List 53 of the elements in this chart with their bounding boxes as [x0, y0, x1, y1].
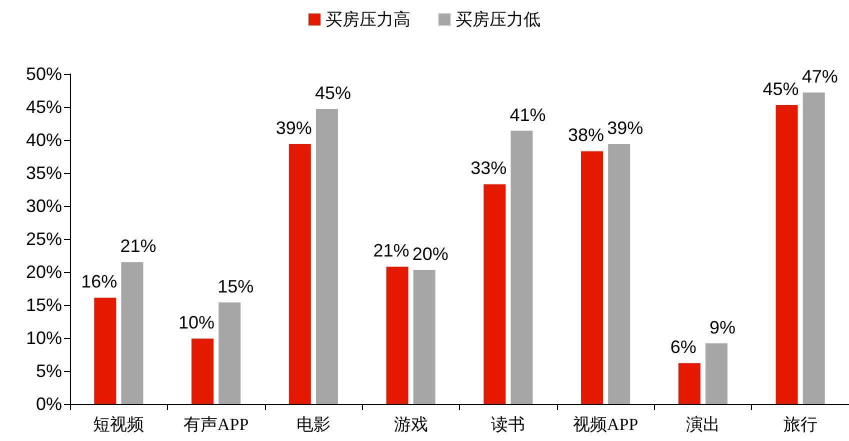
y-tick-label: 40% [26, 130, 62, 150]
data-label: 21% [373, 240, 410, 261]
data-label: 6% [670, 337, 696, 358]
y-tick-label: 25% [26, 229, 62, 249]
bar [678, 363, 700, 404]
bar [413, 270, 436, 404]
legend-label: 买房压力高 [326, 10, 410, 29]
data-label: 20% [412, 244, 448, 264]
bar [776, 105, 798, 404]
data-label: 21% [120, 236, 156, 256]
x-tick-label: 演出 [686, 415, 720, 434]
data-label: 47% [802, 66, 838, 86]
x-tick-label: 视频APP [572, 415, 638, 434]
legend-label: 买房压力低 [456, 10, 540, 29]
data-label: 39% [607, 118, 644, 138]
y-tick-label: 45% [26, 97, 62, 117]
bar [802, 92, 825, 404]
bar [510, 130, 533, 404]
x-tick-label: 有声APP [183, 415, 249, 434]
x-tick-label: 读书 [491, 415, 526, 434]
data-label: 15% [218, 276, 254, 296]
data-label: 45% [314, 82, 351, 103]
bar [705, 343, 728, 404]
data-label: 38% [568, 125, 604, 146]
bar [218, 302, 241, 404]
x-tick-label: 游戏 [394, 415, 428, 434]
data-label: 41% [510, 104, 546, 125]
bar [121, 262, 144, 404]
x-tick-label: 旅行 [783, 415, 818, 434]
data-label: 39% [276, 118, 312, 138]
bar [581, 151, 604, 404]
bar [192, 338, 214, 404]
data-label: 9% [709, 317, 736, 338]
y-tick-label: 15% [26, 295, 62, 315]
bar [484, 184, 506, 404]
x-tick-label: 短视频 [93, 415, 144, 434]
bar [386, 266, 408, 404]
bar [316, 108, 338, 404]
y-tick-label: 35% [26, 163, 62, 183]
bar [288, 144, 311, 404]
bar [94, 298, 116, 404]
bar [608, 144, 630, 404]
y-tick-label: 50% [26, 64, 62, 84]
y-tick-label: 5% [36, 361, 62, 381]
data-label: 33% [470, 158, 507, 178]
y-tick-label: 20% [26, 262, 62, 282]
y-tick-label: 10% [26, 328, 62, 348]
x-tick-label: 电影 [296, 415, 330, 434]
data-label: 10% [178, 312, 215, 333]
data-label: 45% [762, 79, 799, 100]
y-tick-label: 30% [26, 196, 62, 216]
data-label: 16% [81, 272, 118, 292]
y-tick-label: 0% [36, 394, 62, 414]
